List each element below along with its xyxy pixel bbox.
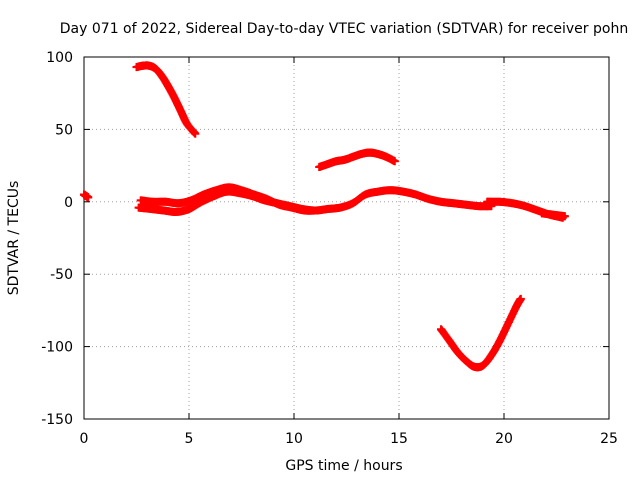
data-points (80, 61, 569, 372)
series-arc-3 (315, 148, 399, 172)
data-point (390, 157, 399, 166)
y-tick-label: 0 (64, 195, 73, 211)
x-tick-label: 10 (285, 431, 303, 447)
series-arc-8 (537, 209, 569, 221)
x-tick-label: 5 (185, 431, 194, 447)
series-arc-4 (437, 294, 525, 372)
plot-frame (83, 56, 610, 420)
y-tick-label: 50 (55, 122, 73, 138)
x-tick-label: 20 (495, 431, 513, 447)
y-tick-label: -100 (41, 340, 73, 356)
y-tick-label: -50 (50, 267, 73, 283)
data-point (516, 294, 525, 303)
x-tick-label: 15 (390, 431, 408, 447)
series-arc-7 (483, 197, 567, 222)
series-arc-6 (136, 183, 322, 215)
grid-lines (84, 57, 609, 419)
data-point (313, 206, 322, 215)
series-arc-1 (80, 190, 93, 202)
y-axis-label: SDTVAR / TECUs (6, 181, 22, 296)
axis-ticks: 0 5 10 15 20 25 -150 -100 -50 0 50 100 (41, 50, 618, 447)
data-point (84, 193, 93, 202)
chart-title: Day 071 of 2022, Sidereal Day-to-day VTE… (60, 21, 628, 37)
x-tick-label: 0 (80, 431, 89, 447)
series-arc-2 (132, 61, 200, 138)
data-point (560, 212, 569, 221)
y-tick-label: -150 (41, 412, 73, 428)
x-axis-label: GPS time / hours (285, 458, 402, 474)
y-tick-label: 100 (46, 50, 73, 66)
x-tick-label: 25 (600, 431, 618, 447)
data-point (191, 129, 200, 138)
